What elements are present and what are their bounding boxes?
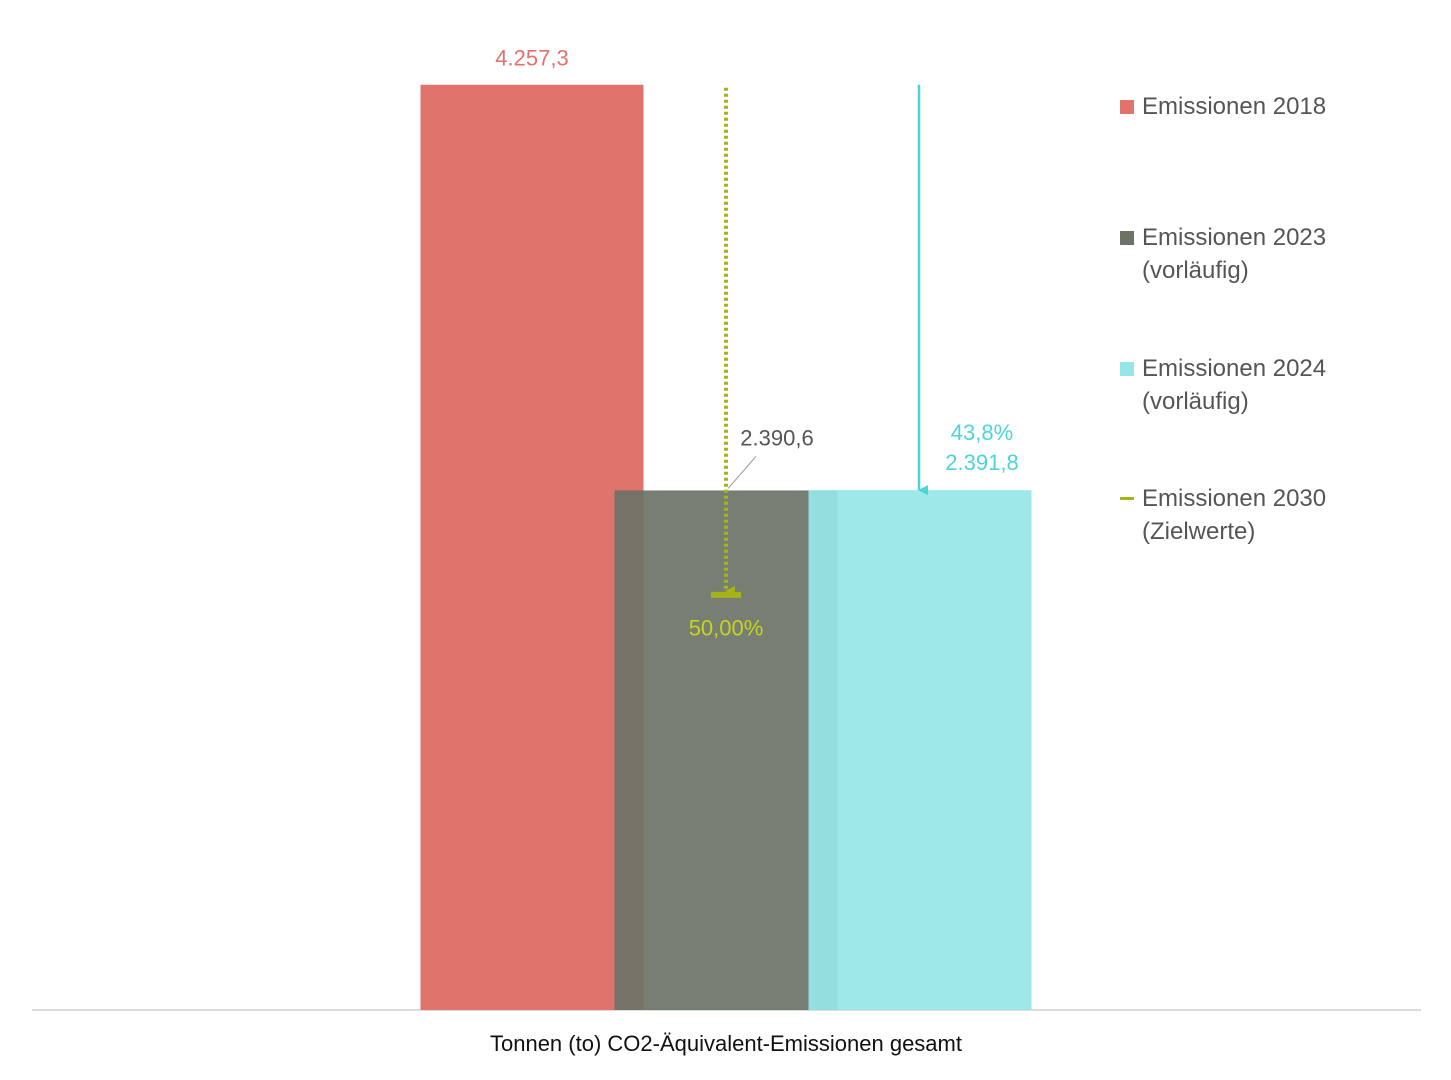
legend-swatch [1120,362,1134,376]
annotation: 50,00% [689,616,764,641]
legend-swatch [1120,231,1134,245]
category-label: Tonnen (to) CO2-Äquivalent-Emissionen ge… [490,1031,962,1056]
bar [808,490,1032,1010]
value-label: 4.257,3 [495,46,568,71]
value-label: 2.391,8 [945,450,1018,475]
bar [420,84,644,1010]
value-label: 2.390,6 [740,425,813,450]
leader-line [727,456,757,489]
legend-label: Emissionen 2030 (Zielwerte) [1142,485,1327,545]
legend-entry: Emissionen 2018 [1120,90,1350,123]
legend-swatch [1120,100,1134,114]
legend-label: Emissionen 2018 [1142,93,1327,120]
legend-label: Emissionen 2023 (vorläufig) [1142,224,1327,284]
bar [614,490,838,1010]
legend-entry: Emissionen 2024 (vorläufig) [1120,352,1350,418]
legend-entry: Emissionen 2023 (vorläufig) [1120,221,1350,287]
legend-entry: Emissionen 2030 (Zielwerte) [1120,482,1350,548]
legend-swatch [1120,497,1134,500]
legend-label: Emissionen 2024 (vorläufig) [1142,355,1327,415]
annotation: 43,8% [951,420,1013,445]
